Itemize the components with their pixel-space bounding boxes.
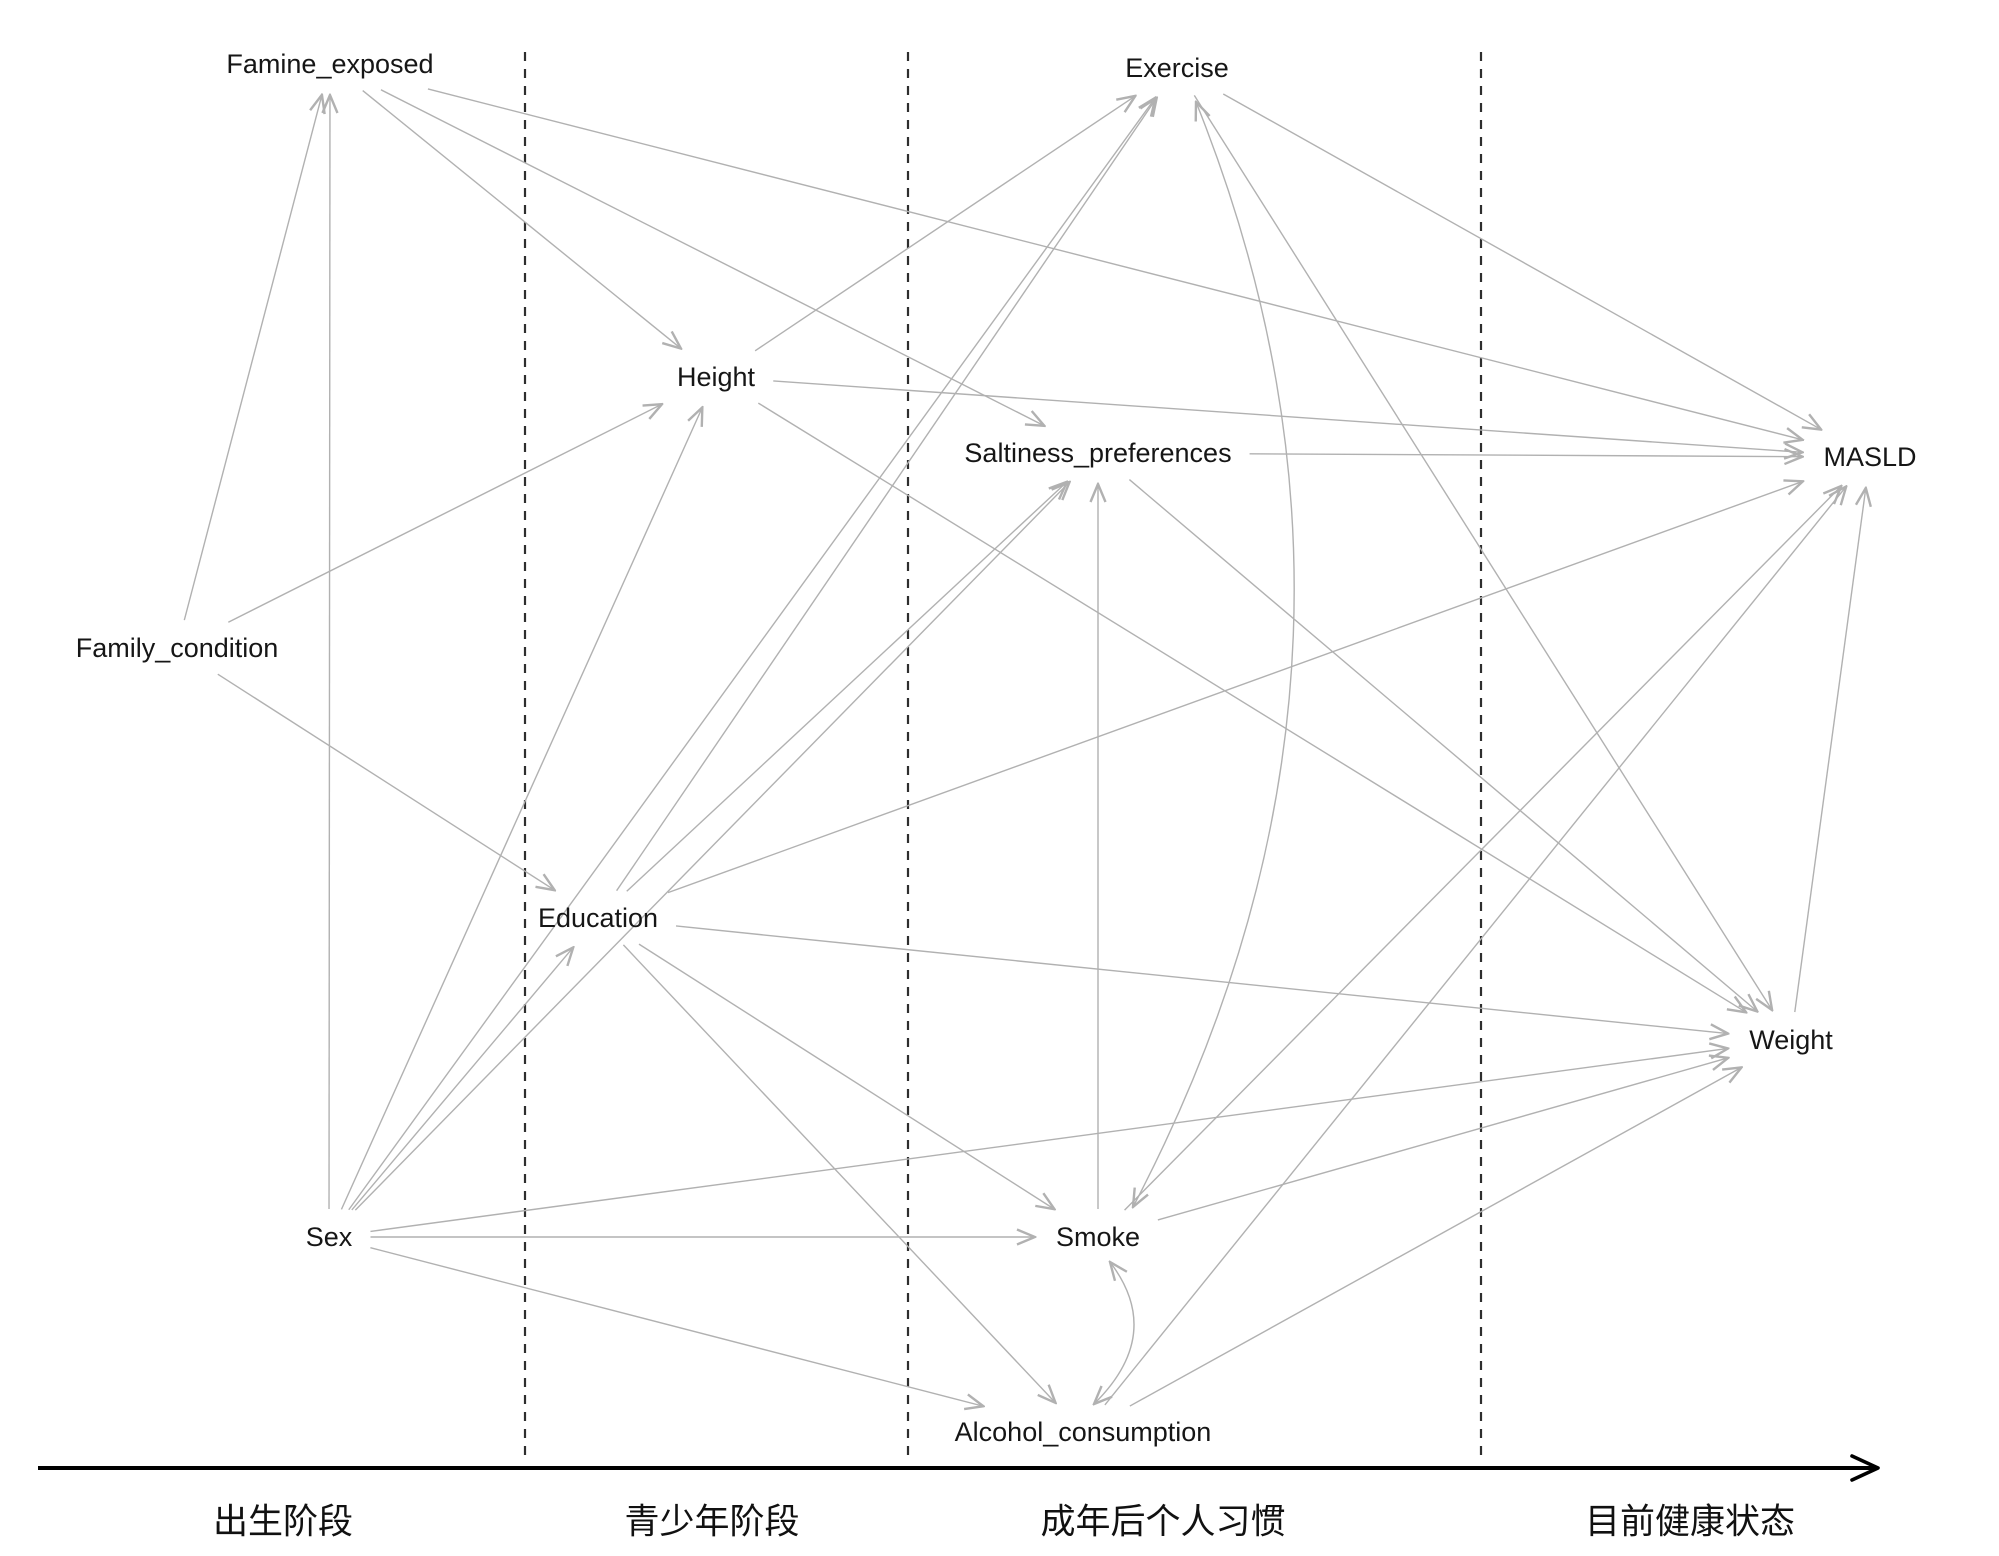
edge-Sex-to-Saltiness_preferences	[354, 482, 1069, 1211]
edge-Smoke-to-MASLD	[1124, 486, 1842, 1211]
node-label-Family_condition: Family_condition	[76, 633, 279, 663]
stage-label-1: 出生阶段	[213, 1503, 353, 1542]
edge-Alcohol_consumption-to-MASLD	[1104, 486, 1846, 1406]
timeline-arrowhead-icon	[1850, 1454, 1880, 1482]
edge-Sex-to-Education	[351, 947, 573, 1211]
timeline-axis	[38, 1454, 1880, 1482]
edge-Education-to-Weight	[675, 925, 1728, 1034]
edge-Saltiness_preferences-to-MASLD	[1249, 454, 1803, 457]
node-label-MASLD: MASLD	[1823, 442, 1916, 472]
edge-Exercise-to-MASLD	[1222, 93, 1821, 430]
edge-Height-to-Exercise	[754, 96, 1135, 352]
edge-Education-to-MASLD	[667, 481, 1803, 894]
node-label-Height: Height	[677, 362, 756, 392]
edge-Sex-to-Height	[340, 407, 702, 1210]
node-label-Exercise: Exercise	[1125, 53, 1229, 83]
node-label-Alcohol_consumption: Alcohol_consumption	[955, 1417, 1212, 1447]
edge-Education-to-Saltiness_preferences	[626, 482, 1067, 892]
edge-Sex-to-Famine_exposed	[329, 95, 330, 1210]
edge-Famine_exposed-to-MASLD	[427, 88, 1803, 440]
node-layer: Famine_exposed Exercise Height Saltiness_pr…	[76, 49, 1917, 1447]
stage-label-3: 成年后个人习惯	[1040, 1503, 1285, 1542]
node-label-Smoke: Smoke	[1056, 1222, 1140, 1252]
node-label-Saltiness_preferences: Saltiness_preferences	[964, 438, 1231, 468]
edge-Education-to-Alcohol_consumption	[622, 944, 1055, 1403]
edge-Height-to-MASLD	[773, 380, 1802, 452]
stage-label-layer: 出生阶段 青少年阶段 成年后个人习惯 目前健康状态	[213, 1503, 1795, 1542]
edge-Weight-to-MASLD	[1794, 488, 1866, 1013]
edge-Exercise-to-Weight	[1193, 95, 1772, 1010]
edge-Alcohol_consumption-to-Weight	[1129, 1067, 1742, 1407]
stage-dividers	[523, 52, 1483, 1462]
node-label-Weight: Weight	[1749, 1025, 1833, 1055]
curved-edge-Smoke-Alcohol	[1094, 1262, 1135, 1404]
curved-edge-Exercise-Smoke	[1133, 102, 1295, 1207]
edge-Sex-to-Exercise	[348, 98, 1156, 1211]
edge-Education-to-Smoke	[638, 943, 1054, 1209]
node-label-Famine_exposed: Famine_exposed	[226, 49, 433, 79]
edge-Family_condition-to-Famine_exposed	[183, 95, 322, 621]
node-label-Sex: Sex	[306, 1222, 353, 1252]
edge-Saltiness_preferences-to-Weight	[1128, 479, 1757, 1012]
edge-Sex-to-Alcohol_consumption	[370, 1247, 983, 1407]
curved-edge-layer	[1094, 102, 1295, 1404]
node-label-Education: Education	[538, 903, 658, 933]
edge-Family_condition-to-Height	[227, 404, 662, 623]
edge-Famine_exposed-to-Saltiness_preferences	[380, 89, 1044, 426]
edge-Famine_exposed-to-Height	[362, 89, 681, 349]
edge-layer	[183, 88, 1866, 1407]
edge-Smoke-to-Weight	[1157, 1058, 1728, 1221]
edge-Education-to-Exercise	[616, 98, 1157, 892]
edge-Family_condition-to-Education	[217, 673, 555, 890]
stage-label-4: 目前健康状态	[1585, 1503, 1795, 1542]
stage-label-2: 青少年阶段	[624, 1503, 799, 1542]
edge-Sex-to-Weight	[370, 1048, 1728, 1233]
edge-Height-to-Weight	[757, 402, 1746, 1012]
